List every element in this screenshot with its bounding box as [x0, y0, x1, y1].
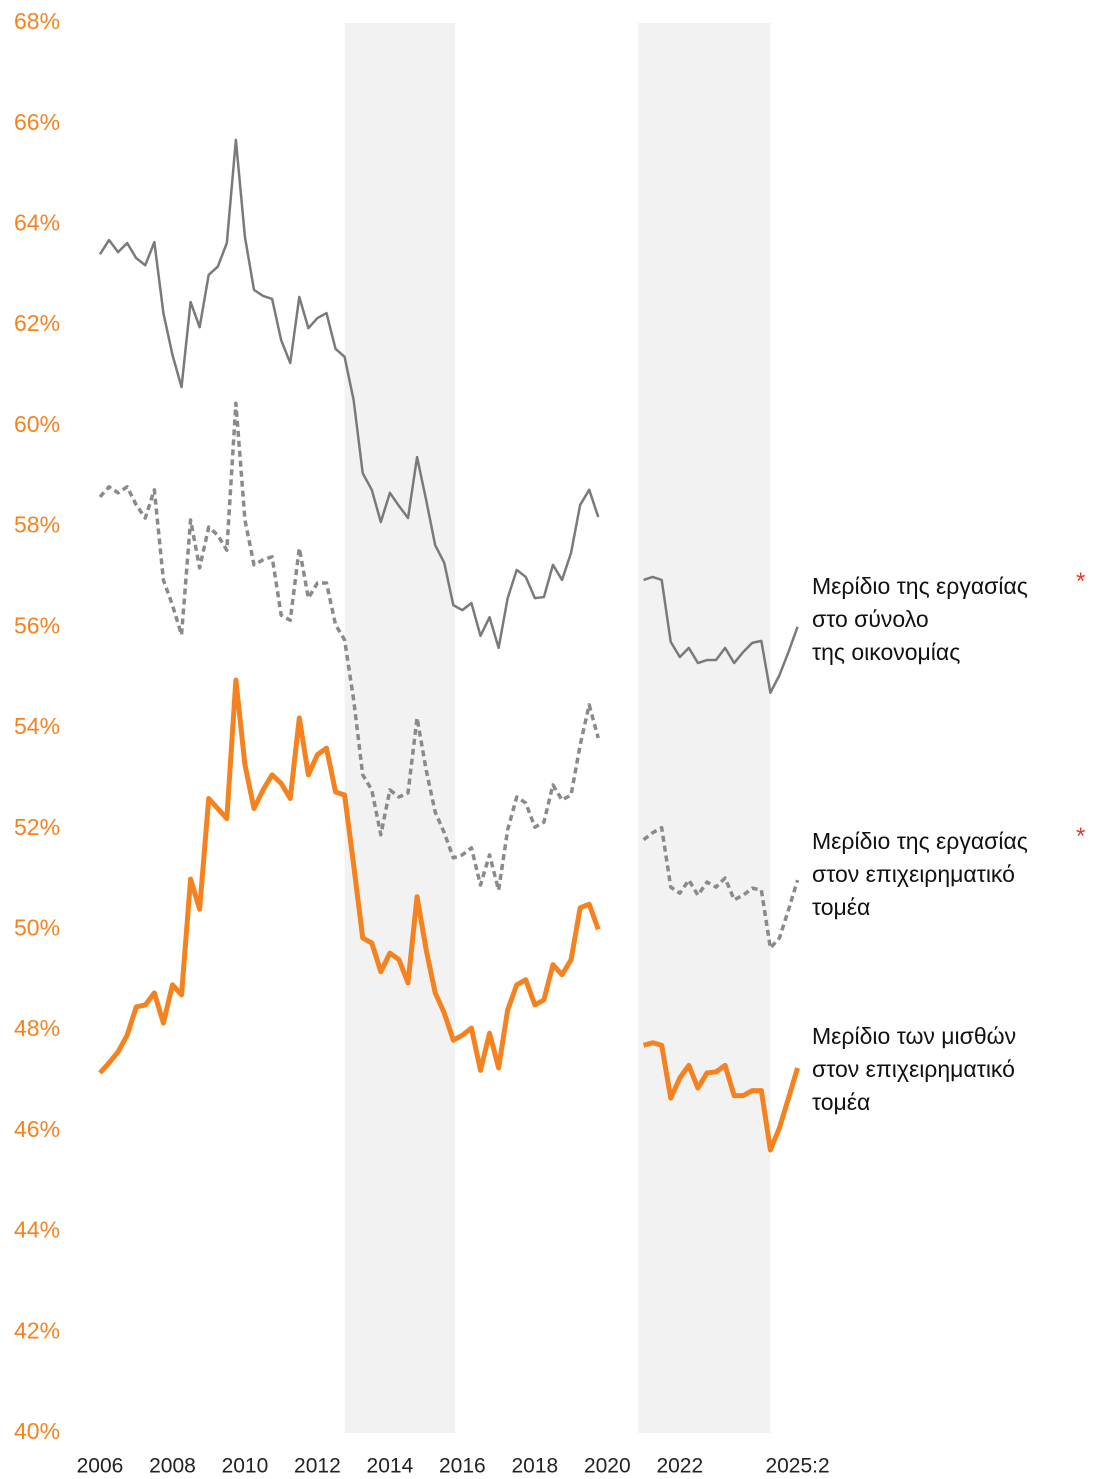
shaded-period	[638, 23, 771, 1433]
y-tick-label: 64%	[14, 210, 60, 236]
y-tick-label: 66%	[14, 109, 60, 135]
legend-label: Μερίδιο της εργασίας στο σύνολο της οικο…	[812, 573, 1028, 665]
y-tick-label: 46%	[14, 1116, 60, 1142]
y-tick-label: 50%	[14, 915, 60, 941]
shaded-period	[344, 23, 456, 1433]
x-tick-label: 2010	[222, 1455, 269, 1478]
y-tick-label: 42%	[14, 1317, 60, 1343]
y-tick-label: 54%	[14, 713, 60, 739]
x-tick-label: 2020	[584, 1455, 631, 1478]
legend-note: *	[1076, 823, 1086, 850]
y-tick-label: 68%	[14, 8, 60, 34]
x-tick-label: 2018	[511, 1455, 558, 1478]
x-tick-label: 2006	[77, 1455, 124, 1478]
y-tick-label: 62%	[14, 310, 60, 336]
x-tick-label: 2022	[656, 1455, 703, 1478]
series-line	[98, 677, 800, 1153]
x-tick-label: 2014	[367, 1455, 414, 1478]
y-tick-label: 58%	[14, 512, 60, 538]
y-tick-label: 56%	[14, 612, 60, 638]
y-tick-label: 52%	[14, 814, 60, 840]
x-tick-label: 2025:2	[765, 1455, 829, 1478]
legend-note: *	[1076, 568, 1086, 595]
series-line	[98, 138, 799, 694]
y-tick-label: 40%	[14, 1418, 60, 1444]
x-tick-label: 2016	[439, 1455, 486, 1478]
legend-label: Μερίδιο των μισθών στον επιχειρηματικό τ…	[812, 1023, 1017, 1115]
y-tick-label: 44%	[14, 1217, 60, 1243]
x-tick-label: 2012	[294, 1455, 341, 1478]
x-tick-label: 2008	[149, 1455, 196, 1478]
y-tick-label: 48%	[14, 1015, 60, 1041]
y-tick-label: 60%	[14, 411, 60, 437]
series-line	[98, 401, 800, 950]
legend-label: Μερίδιο της εργασίας στον επιχειρηματικό…	[812, 828, 1028, 920]
